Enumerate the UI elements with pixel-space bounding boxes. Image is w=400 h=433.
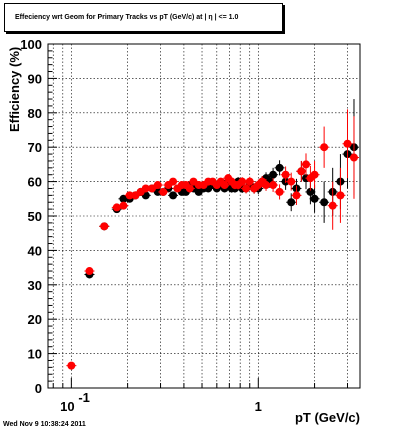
series-1: [66, 109, 359, 370]
data-point: [169, 177, 178, 186]
data-point: [281, 170, 290, 179]
data-point: [112, 203, 121, 212]
data-point: [349, 153, 358, 162]
x-tick-label: 1: [255, 399, 262, 414]
data-point: [245, 177, 254, 186]
data-point: [185, 184, 194, 193]
data-point: [320, 143, 329, 152]
data-point: [310, 170, 319, 179]
data-point: [287, 198, 296, 207]
data-point: [306, 187, 315, 196]
y-tick-label: 90: [28, 71, 42, 86]
x-axis-title: pT (GeV/c): [295, 410, 360, 425]
data-point: [320, 198, 329, 207]
timestamp: Wed Nov 9 10:38:24 2011: [3, 421, 86, 428]
data-point: [169, 191, 178, 200]
chart-title: Effeciency wrt Geom for Primary Tracks v…: [4, 3, 283, 32]
data-point: [67, 361, 76, 370]
grid-lines: [48, 44, 360, 388]
data-point: [262, 181, 271, 190]
data-point: [100, 222, 109, 231]
data-point: [328, 201, 337, 210]
data-point: [238, 177, 247, 186]
series-0: [84, 99, 359, 279]
data-point: [269, 181, 278, 190]
chart-title-text: Effeciency wrt Geom for Primary Tracks v…: [15, 14, 239, 21]
axes: 0 10 20 30 40 50 60 70 80 90 100 10 -1 1: [20, 37, 361, 414]
y-tick-label: 80: [28, 106, 42, 121]
y-tick-label: 30: [28, 278, 42, 293]
data-point: [269, 170, 278, 179]
y-tick-label: 100: [20, 37, 42, 52]
data-point: [220, 181, 229, 190]
data-point: [119, 194, 128, 203]
y-tick-label: 20: [28, 312, 42, 327]
data-point: [292, 191, 301, 200]
y-tick-label: 60: [28, 175, 42, 190]
y-tick-label: 70: [28, 140, 42, 155]
data-point: [147, 184, 156, 193]
data-point: [336, 191, 345, 200]
data-point: [141, 184, 150, 193]
data-point: [242, 184, 251, 193]
data-point: [125, 191, 134, 200]
y-tick-label: 50: [28, 209, 42, 224]
x-tick-label: 10: [60, 399, 74, 414]
y-tick-label: 0: [35, 381, 42, 396]
data-point: [159, 187, 168, 196]
data-point: [275, 187, 284, 196]
plot-frame: [47, 43, 361, 389]
data-point: [153, 181, 162, 190]
data-series: [66, 99, 359, 370]
x-tick-label-exponent: -1: [78, 390, 90, 405]
data-point: [310, 194, 319, 203]
data-point: [275, 163, 284, 172]
data-point: [85, 267, 94, 276]
y-tick-label: 40: [28, 243, 42, 258]
y-tick-label: 10: [28, 347, 42, 362]
data-point: [287, 177, 296, 186]
data-point: [302, 160, 311, 169]
y-axis-title: Efficiency (%): [7, 47, 22, 132]
data-point: [297, 167, 306, 176]
data-point: [343, 139, 352, 148]
data-point: [119, 201, 128, 210]
